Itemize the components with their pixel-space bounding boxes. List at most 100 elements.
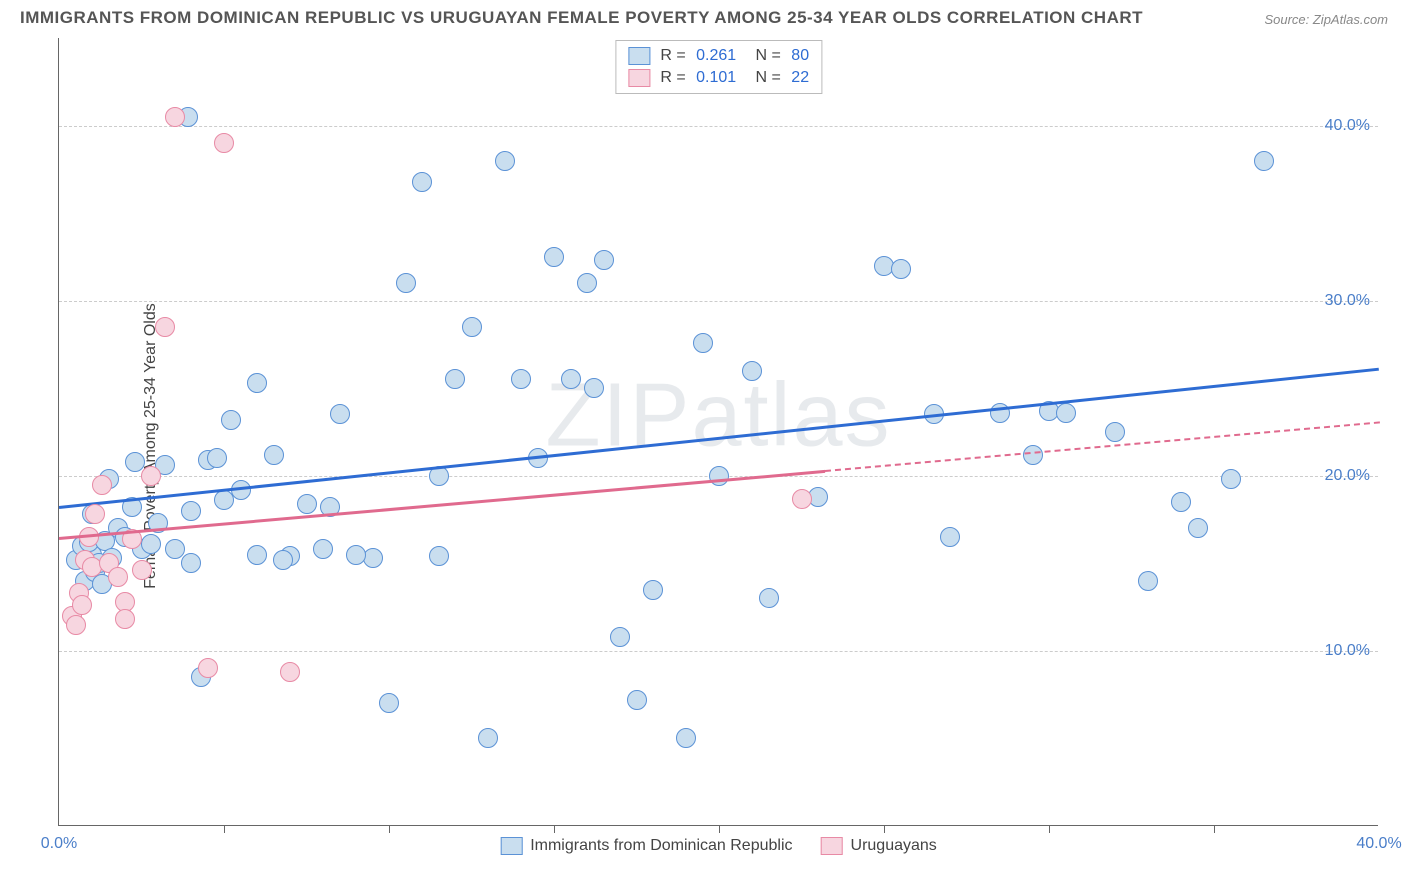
scatter-point-uruguayan [792, 489, 812, 509]
scatter-point-dominican [1254, 151, 1274, 171]
scatter-point-dominican [584, 378, 604, 398]
scatter-point-dominican [273, 550, 293, 570]
scatter-point-dominican [330, 404, 350, 424]
legend-series-label: Uruguayans [851, 837, 937, 855]
scatter-point-dominican [577, 273, 597, 293]
source-label: Source: ZipAtlas.com [1264, 12, 1388, 27]
scatter-point-dominican [1188, 518, 1208, 538]
scatter-point-uruguayan [108, 567, 128, 587]
scatter-point-dominican [125, 452, 145, 472]
scatter-point-dominican [594, 250, 614, 270]
scatter-point-dominican [445, 369, 465, 389]
x-tick [1049, 825, 1050, 833]
legend-n-label: N = [742, 69, 785, 87]
legend-r-label: R = [656, 47, 690, 65]
scatter-point-dominican [264, 445, 284, 465]
legend-swatch [821, 837, 843, 855]
x-tick [719, 825, 720, 833]
y-tick-label: 10.0% [1325, 642, 1370, 660]
scatter-point-dominican [1221, 469, 1241, 489]
trend-line-uruguayan-dashed [825, 421, 1380, 472]
scatter-point-dominican [297, 494, 317, 514]
gridline-y [59, 651, 1378, 652]
legend-r-label: R = [656, 69, 690, 87]
scatter-point-dominican [1056, 403, 1076, 423]
scatter-point-dominican [207, 448, 227, 468]
scatter-point-dominican [247, 545, 267, 565]
scatter-point-dominican [379, 693, 399, 713]
legend-series-label: Immigrants from Dominican Republic [530, 837, 792, 855]
scatter-point-dominican [940, 527, 960, 547]
scatter-point-uruguayan [214, 133, 234, 153]
scatter-point-uruguayan [66, 615, 86, 635]
scatter-point-uruguayan [72, 595, 92, 615]
correlation-legend: R = 0.261 N = 80 R = 0.101 N = 22 [615, 40, 822, 94]
legend-swatch [628, 69, 650, 87]
scatter-point-dominican [891, 259, 911, 279]
scatter-point-dominican [676, 728, 696, 748]
legend-n-value: 22 [791, 69, 809, 87]
scatter-point-dominican [141, 534, 161, 554]
x-tick [389, 825, 390, 833]
x-tick-label: 40.0% [1356, 835, 1401, 853]
scatter-point-uruguayan [92, 475, 112, 495]
y-tick-label: 40.0% [1325, 117, 1370, 135]
scatter-point-dominican [511, 369, 531, 389]
scatter-point-dominican [429, 546, 449, 566]
legend-r-value: 0.261 [696, 47, 736, 65]
scatter-point-dominican [247, 373, 267, 393]
scatter-point-dominican [478, 728, 498, 748]
scatter-point-uruguayan [155, 317, 175, 337]
scatter-point-uruguayan [280, 662, 300, 682]
gridline-y [59, 126, 1378, 127]
y-tick-label: 20.0% [1325, 467, 1370, 485]
scatter-plot-area: ZIPatlas R = 0.261 N = 80 R = 0.101 N = … [58, 38, 1378, 826]
scatter-point-dominican [610, 627, 630, 647]
scatter-point-dominican [693, 333, 713, 353]
x-tick [884, 825, 885, 833]
legend-n-value: 80 [791, 47, 809, 65]
legend-row-uruguayan: R = 0.101 N = 22 [628, 67, 809, 89]
scatter-point-dominican [181, 501, 201, 521]
scatter-point-dominican [313, 539, 333, 559]
scatter-point-dominican [759, 588, 779, 608]
legend-swatch [500, 837, 522, 855]
scatter-point-dominican [1138, 571, 1158, 591]
gridline-y [59, 301, 1378, 302]
y-tick-label: 30.0% [1325, 292, 1370, 310]
scatter-point-uruguayan [132, 560, 152, 580]
chart-title: IMMIGRANTS FROM DOMINICAN REPUBLIC VS UR… [20, 8, 1143, 28]
scatter-point-uruguayan [115, 609, 135, 629]
x-tick [224, 825, 225, 833]
legend-item-uruguayan: Uruguayans [821, 837, 937, 855]
scatter-point-dominican [165, 539, 185, 559]
scatter-point-dominican [1171, 492, 1191, 512]
scatter-point-dominican [627, 690, 647, 710]
x-tick-label: 0.0% [41, 835, 77, 853]
scatter-point-dominican [181, 553, 201, 573]
scatter-point-dominican [495, 151, 515, 171]
x-tick [554, 825, 555, 833]
scatter-point-dominican [396, 273, 416, 293]
scatter-point-dominican [544, 247, 564, 267]
scatter-point-dominican [412, 172, 432, 192]
scatter-point-dominican [643, 580, 663, 600]
scatter-point-dominican [1105, 422, 1125, 442]
scatter-point-dominican [462, 317, 482, 337]
legend-row-dominican: R = 0.261 N = 80 [628, 45, 809, 67]
scatter-point-dominican [1023, 445, 1043, 465]
scatter-point-uruguayan [198, 658, 218, 678]
legend-swatch [628, 47, 650, 65]
scatter-point-uruguayan [141, 466, 161, 486]
scatter-point-dominican [346, 545, 366, 565]
x-tick [1214, 825, 1215, 833]
scatter-point-dominican [561, 369, 581, 389]
legend-r-value: 0.101 [696, 69, 736, 87]
scatter-point-uruguayan [165, 107, 185, 127]
series-legend: Immigrants from Dominican Republic Urugua… [500, 837, 937, 855]
scatter-point-dominican [221, 410, 241, 430]
legend-item-dominican: Immigrants from Dominican Republic [500, 837, 792, 855]
legend-n-label: N = [742, 47, 785, 65]
scatter-point-dominican [742, 361, 762, 381]
scatter-point-uruguayan [85, 504, 105, 524]
